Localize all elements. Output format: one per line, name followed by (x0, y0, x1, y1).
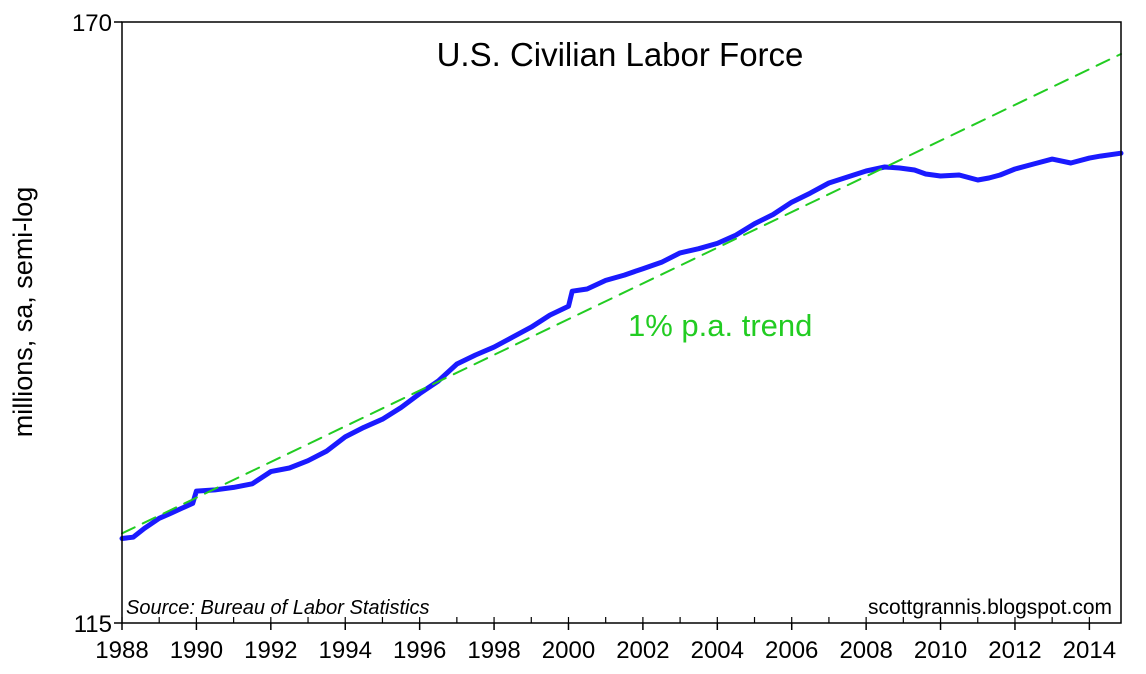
trend-line (121, 53, 1122, 535)
plot-frame (121, 21, 1122, 624)
labor-force-line (119, 150, 1124, 541)
x-tick-label: 1998 (467, 637, 520, 664)
trend-annotation: 1% p.a. trend (628, 308, 812, 343)
x-tick-label: 2008 (839, 637, 892, 664)
x-tick-label: 2014 (1063, 637, 1116, 664)
source-note: Source: Bureau of Labor Statistics (126, 597, 430, 619)
x-tick-label: 2000 (542, 637, 595, 664)
x-tick-label: 1996 (393, 637, 446, 664)
x-tick-label: 1988 (95, 637, 148, 664)
x-tick-label: 1992 (244, 637, 297, 664)
chart-title: U.S. Civilian Labor Force (437, 36, 804, 73)
x-tick-label: 2012 (988, 637, 1041, 664)
y-tick-label: 115 (74, 611, 112, 638)
x-tick-label: 1994 (319, 637, 372, 664)
y-tick-label: 170 (72, 10, 112, 37)
y-axis-label: millions, sa, semi-log (8, 187, 38, 438)
x-tick-label: 2010 (914, 637, 967, 664)
credit-note: scottgrannis.blogspot.com (868, 596, 1112, 619)
x-tick-label: 2004 (691, 637, 744, 664)
series-layer (119, 53, 1124, 541)
x-tick-label: 1990 (170, 637, 223, 664)
x-tick-label: 2006 (765, 637, 818, 664)
x-tick-label: 2002 (616, 637, 669, 664)
